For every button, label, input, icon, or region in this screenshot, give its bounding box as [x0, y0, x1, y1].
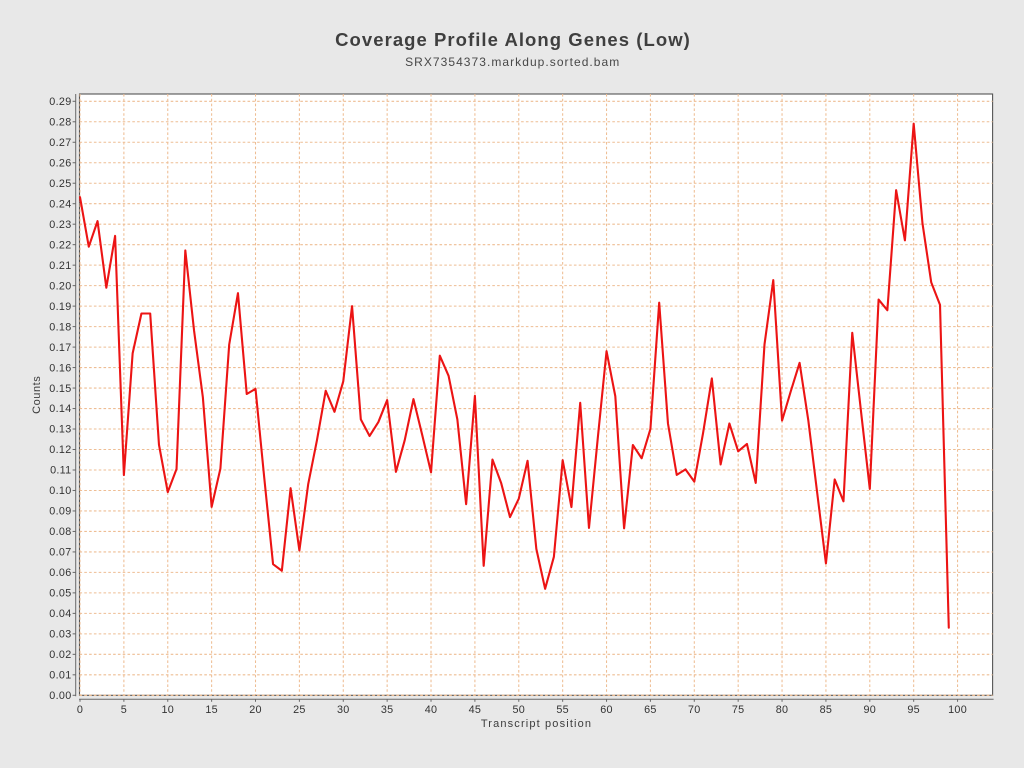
svg-text:0.26: 0.26: [49, 157, 71, 169]
svg-text:80: 80: [776, 704, 789, 716]
svg-text:30: 30: [337, 704, 350, 716]
svg-text:45: 45: [469, 704, 482, 716]
svg-text:10: 10: [161, 704, 174, 716]
svg-text:85: 85: [820, 704, 833, 716]
svg-text:0.25: 0.25: [49, 178, 71, 190]
svg-text:0.15: 0.15: [49, 383, 71, 395]
svg-text:20: 20: [249, 704, 262, 716]
svg-text:0.05: 0.05: [49, 588, 71, 600]
svg-text:Counts: Counts: [31, 376, 43, 414]
svg-text:SRX7354373.markdup.sorted.bam: SRX7354373.markdup.sorted.bam: [405, 55, 620, 69]
svg-text:60: 60: [600, 704, 613, 716]
svg-text:0.20: 0.20: [49, 280, 71, 292]
svg-text:50: 50: [512, 704, 525, 716]
svg-text:0.28: 0.28: [49, 116, 71, 128]
svg-text:25: 25: [293, 704, 306, 716]
svg-text:0.29: 0.29: [49, 96, 71, 108]
svg-text:0.16: 0.16: [49, 362, 71, 374]
svg-text:0.14: 0.14: [49, 403, 71, 415]
svg-text:55: 55: [556, 704, 569, 716]
svg-text:0.08: 0.08: [49, 526, 71, 538]
svg-text:Transcript position: Transcript position: [481, 718, 592, 730]
svg-text:0.02: 0.02: [49, 649, 71, 661]
svg-text:0.10: 0.10: [49, 485, 71, 497]
svg-text:0.27: 0.27: [49, 137, 71, 149]
svg-text:Coverage Profile Along Genes (: Coverage Profile Along Genes (Low): [335, 29, 691, 50]
svg-text:0.22: 0.22: [49, 239, 71, 251]
svg-text:0.06: 0.06: [49, 567, 71, 579]
svg-text:0.12: 0.12: [49, 444, 71, 456]
svg-text:100: 100: [948, 704, 967, 716]
svg-text:40: 40: [425, 704, 438, 716]
svg-text:0.18: 0.18: [49, 321, 71, 333]
svg-text:0.01: 0.01: [49, 670, 71, 682]
svg-text:0.07: 0.07: [49, 547, 71, 559]
svg-text:0.24: 0.24: [49, 198, 71, 210]
svg-text:0.00: 0.00: [49, 690, 71, 702]
svg-text:0.03: 0.03: [49, 629, 71, 641]
svg-text:0.04: 0.04: [49, 608, 71, 620]
svg-text:5: 5: [121, 704, 127, 716]
svg-text:0.19: 0.19: [49, 301, 71, 313]
svg-text:75: 75: [732, 704, 745, 716]
svg-text:65: 65: [644, 704, 657, 716]
svg-text:0.09: 0.09: [49, 506, 71, 518]
svg-text:95: 95: [907, 704, 920, 716]
svg-text:0.11: 0.11: [50, 465, 71, 477]
svg-text:0.17: 0.17: [49, 342, 71, 354]
svg-text:0.13: 0.13: [49, 424, 71, 436]
svg-text:0.21: 0.21: [49, 260, 71, 272]
svg-text:35: 35: [381, 704, 394, 716]
svg-text:0: 0: [77, 704, 83, 716]
svg-text:15: 15: [205, 704, 218, 716]
svg-text:90: 90: [863, 704, 876, 716]
svg-text:70: 70: [688, 704, 701, 716]
svg-text:0.23: 0.23: [49, 219, 71, 231]
